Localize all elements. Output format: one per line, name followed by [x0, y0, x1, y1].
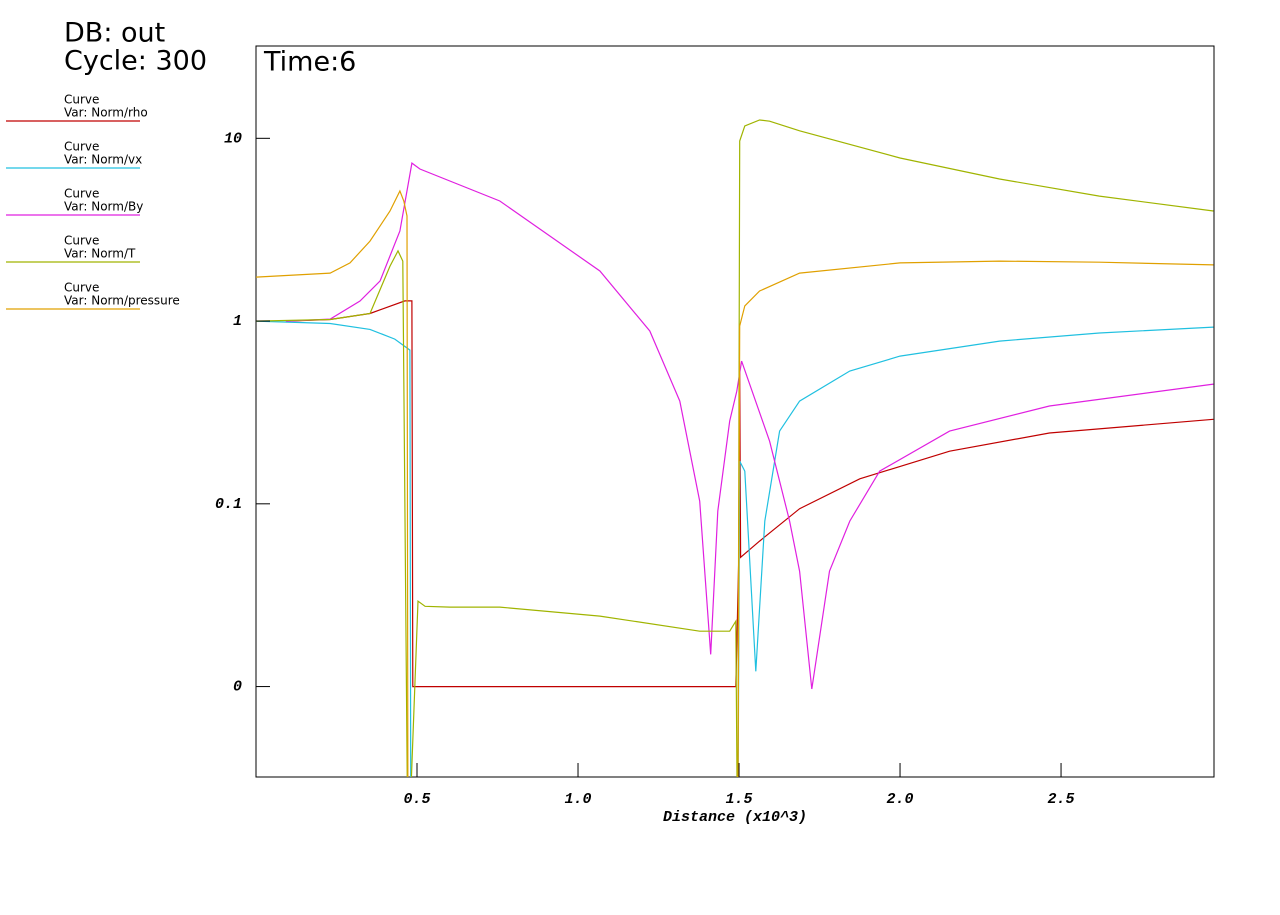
series-line — [256, 189, 1214, 777]
legend-name: Var: Norm/By — [64, 200, 143, 214]
x-tick-label: 1.0 — [565, 791, 592, 808]
db-label: DB: out — [64, 18, 165, 49]
legend-label: Curve — [64, 187, 99, 201]
legend-label: Curve — [64, 140, 99, 154]
series-line — [256, 119, 1214, 777]
legend-label: Curve — [64, 93, 99, 107]
cycle-label: Cycle: 300 — [64, 46, 207, 77]
x-tick-label: 2.0 — [887, 791, 914, 808]
series-line — [256, 320, 1214, 777]
plot-area — [256, 119, 1214, 777]
series-line — [285, 162, 1214, 690]
legend-label: Curve — [64, 281, 99, 295]
legend-label: Curve — [64, 234, 99, 248]
y-tick-label: 10 — [224, 130, 242, 147]
y-tick-label: 0 — [233, 679, 242, 696]
plot-frame — [255, 45, 1215, 778]
legend-name: Var: Norm/pressure — [64, 294, 180, 308]
x-tick-label: 1.5 — [726, 791, 753, 808]
x-axis-label: Distance (x10^3) — [663, 809, 807, 826]
chart-title: Time:6 — [263, 47, 356, 78]
legend-name: Var: Norm/vx — [64, 153, 142, 167]
x-tick-label: 0.5 — [404, 791, 431, 808]
legend-name: Var: Norm/T — [64, 247, 136, 261]
series-line — [285, 300, 1214, 688]
legend-name: Var: Norm/rho — [64, 106, 148, 120]
y-tick-label: 1 — [233, 313, 242, 330]
x-tick-label: 2.5 — [1048, 791, 1075, 808]
y-tick-label: 0.1 — [215, 496, 242, 513]
